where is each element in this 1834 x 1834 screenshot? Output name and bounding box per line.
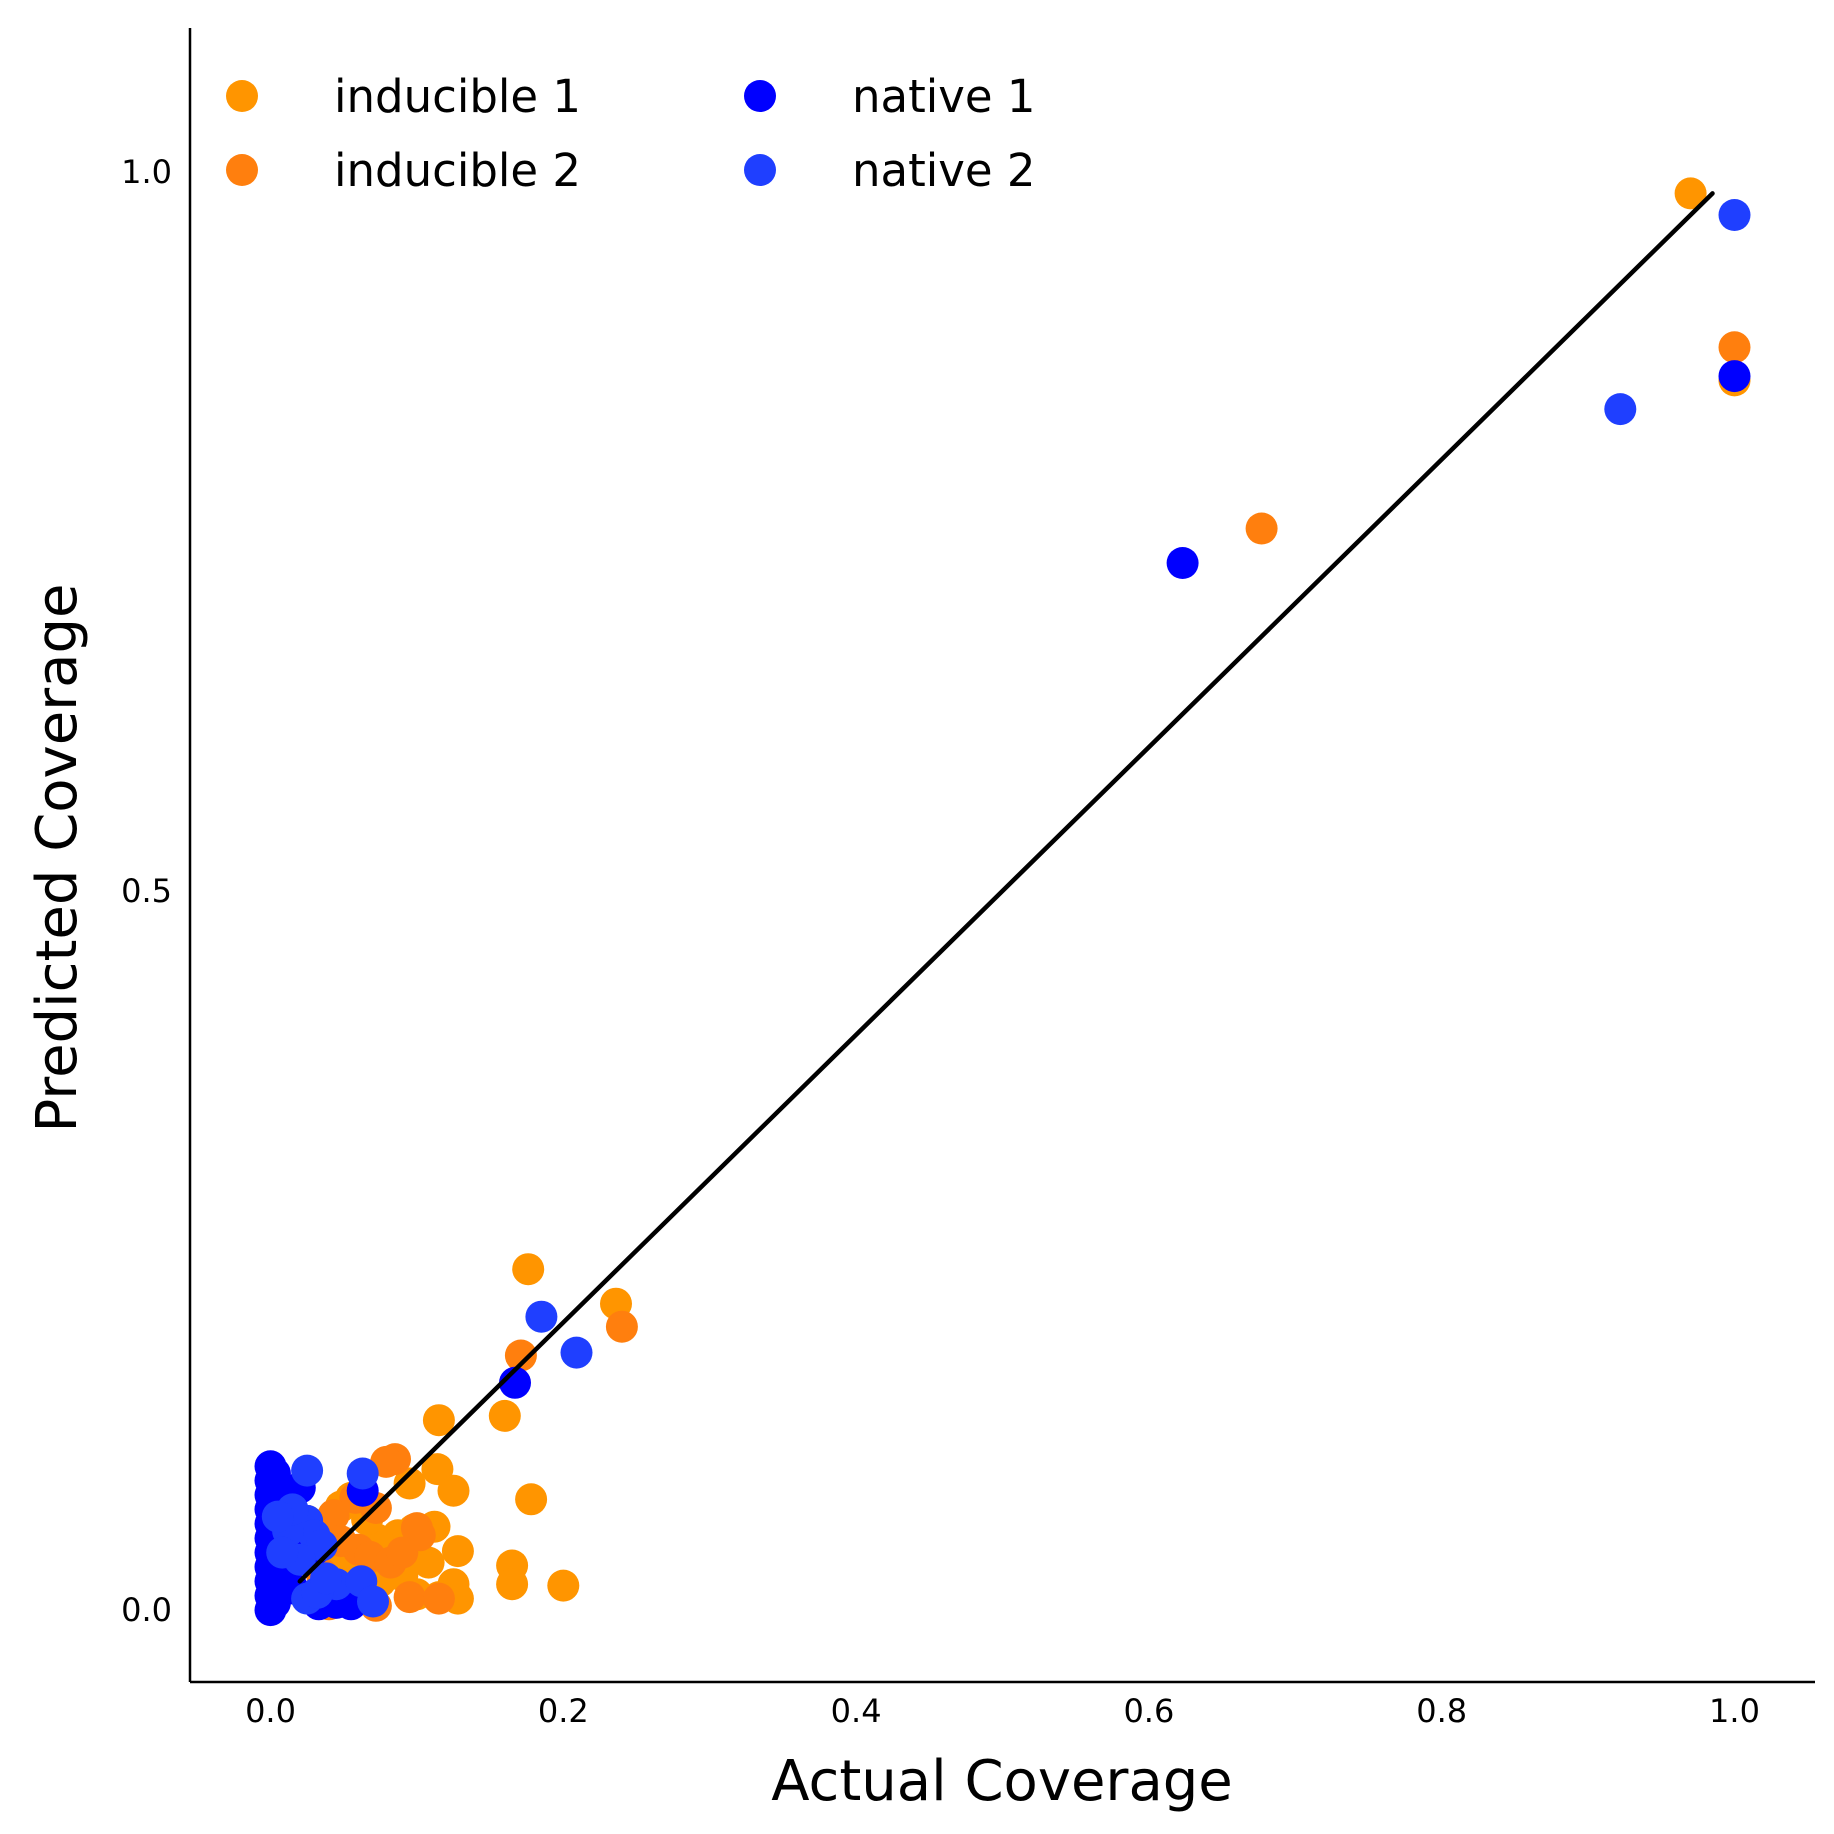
point-native-1-1 <box>1718 360 1751 393</box>
x-axis-label: Actual Coverage <box>771 1749 1233 1814</box>
point-native-2-19 <box>310 1562 343 1595</box>
x-tick-label-5: 1.0 <box>1709 1692 1760 1730</box>
point-inducible-1-5 <box>488 1399 521 1432</box>
x-tick-label-3: 0.6 <box>1123 1692 1174 1730</box>
y-ticks: 0.0 0.5 1.0 <box>121 153 172 1629</box>
point-native-2-12 <box>357 1585 389 1618</box>
point-native-1-0 <box>1166 547 1199 579</box>
reference-line <box>297 191 1715 1584</box>
point-native-2-3 <box>560 1336 593 1369</box>
legend-label-0: inducible 1 <box>334 70 581 123</box>
point-inducible-1-2 <box>512 1253 545 1286</box>
legend-marker-0 <box>226 80 258 112</box>
point-inducible-1-0 <box>1674 177 1707 210</box>
point-native-2-0 <box>1718 199 1751 231</box>
point-inducible-2-20 <box>386 1536 419 1569</box>
points-layer <box>254 177 1751 1627</box>
x-tick-label-2: 0.4 <box>831 1692 882 1730</box>
legend-label-2: native 1 <box>852 70 1036 123</box>
point-native-2-17 <box>266 1536 299 1569</box>
x-tick-label-0: 0.0 <box>245 1692 296 1730</box>
point-native-2-2 <box>525 1300 558 1333</box>
point-inducible-2-2 <box>605 1310 638 1343</box>
x-tick-label-1: 0.2 <box>538 1692 589 1730</box>
legend-marker-2 <box>744 80 776 112</box>
point-inducible-2-0 <box>1245 512 1278 545</box>
point-inducible-2-14 <box>393 1581 426 1614</box>
legend-marker-3 <box>744 154 776 186</box>
legend: inducible 1 inducible 2 native 1 native 2 <box>226 70 1036 197</box>
x-ticks: 0.0 0.2 0.4 0.6 0.8 1.0 <box>245 1692 1760 1730</box>
point-native-1-17 <box>258 1457 291 1490</box>
legend-marker-1 <box>226 154 258 186</box>
point-native-2-5 <box>346 1457 379 1490</box>
legend-label-3: native 2 <box>852 144 1036 197</box>
point-inducible-1-7 <box>393 1467 426 1500</box>
y-axis-label: Predicted Coverage <box>25 584 90 1133</box>
point-inducible-1-8 <box>437 1474 470 1507</box>
point-inducible-2-1 <box>1718 331 1751 364</box>
legend-label-1: inducible 2 <box>334 144 581 197</box>
point-native-2-1 <box>1604 393 1637 426</box>
point-inducible-1-17 <box>412 1546 445 1579</box>
point-inducible-1-4 <box>422 1404 455 1437</box>
point-inducible-2-3 <box>504 1339 537 1372</box>
point-inducible-1-12 <box>441 1535 474 1568</box>
point-inducible-1-9 <box>515 1483 548 1516</box>
point-native-2-4 <box>291 1454 324 1487</box>
point-inducible-1-14 <box>496 1568 529 1601</box>
point-inducible-2-15 <box>422 1582 455 1615</box>
point-native-2-18 <box>261 1500 294 1533</box>
y-tick-label-0: 0.0 <box>121 1591 172 1629</box>
point-inducible-2-8 <box>317 1499 350 1532</box>
y-tick-label-2: 1.0 <box>121 153 172 191</box>
y-tick-label-1: 0.5 <box>121 872 172 910</box>
x-tick-label-4: 0.8 <box>1416 1692 1467 1730</box>
point-inducible-1-15 <box>547 1569 580 1602</box>
